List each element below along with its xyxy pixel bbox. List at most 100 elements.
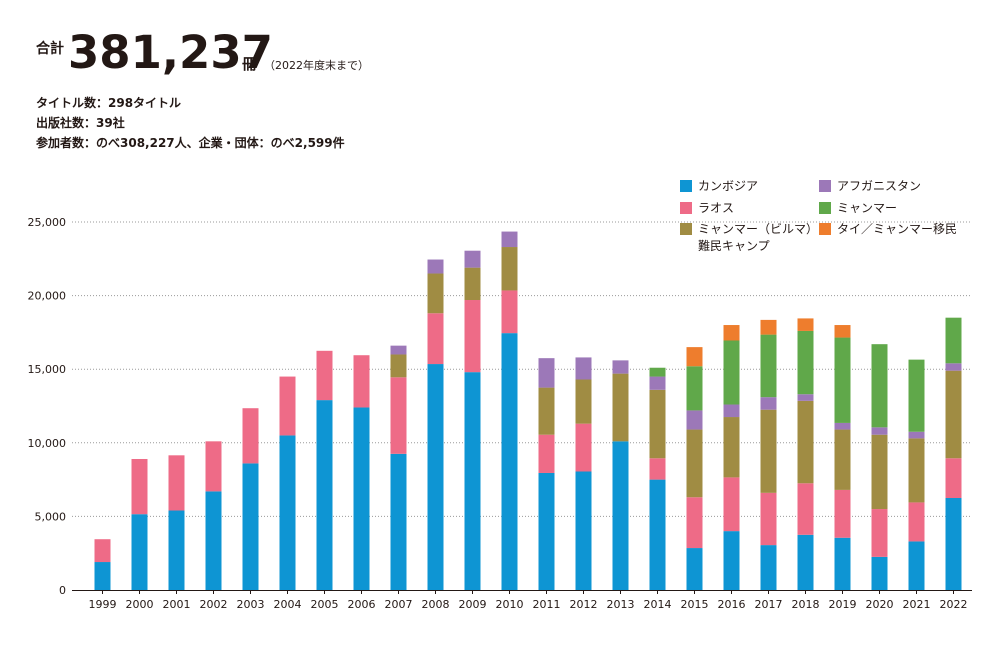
bar-segment-2019-s3	[834, 422, 851, 430]
bar-segment-2006-s1	[353, 355, 370, 408]
x-tick-label: 2006	[348, 598, 376, 611]
bar-segment-2001-s1	[168, 455, 185, 511]
bar-segment-2019-s4	[834, 337, 851, 423]
bar-segment-2018-s0	[797, 534, 814, 590]
x-tick-label: 2000	[126, 598, 154, 611]
y-tick-label: 0	[59, 584, 66, 597]
bar-segment-2022-s1	[945, 458, 962, 498]
y-tick-label: 5,000	[35, 510, 67, 523]
bar-segment-2011-s2	[538, 387, 555, 435]
bar-segment-2019-s2	[834, 429, 851, 490]
bar-segment-2016-s2	[723, 417, 740, 478]
bar-segment-2021-s4	[908, 359, 925, 432]
bar-segment-2021-s1	[908, 502, 925, 542]
x-tick-label: 2002	[200, 598, 228, 611]
x-tick-label: 2009	[459, 598, 487, 611]
legend: カンボジア ラオス ミャンマー（ビルマ） 難民キャンプ アフガニスタン ミャンマ…	[680, 178, 980, 258]
x-tick-label: 2008	[422, 598, 450, 611]
x-tick-label: 2017	[755, 598, 783, 611]
bar-segment-2007-s2	[390, 354, 407, 378]
bar-segment-2019-s0	[834, 537, 851, 590]
bar-segment-2018-s1	[797, 483, 814, 535]
bar-segment-2013-s0	[612, 441, 629, 590]
bar-segment-2008-s3	[427, 259, 444, 274]
stat-publishers: 出版社数：39社	[36, 116, 125, 130]
legend-swatch	[680, 180, 692, 192]
x-tick-label: 2018	[792, 598, 820, 611]
y-axis-ticks: 0 5,000 10,000 15,000 20,000 25,000	[28, 216, 67, 597]
summary-header: 合計 381,237 冊 （2022年度末まで） タイトル数：298タイトル 出…	[36, 26, 636, 158]
legend-label: タイ／ミャンマー移民	[837, 222, 958, 236]
bar-segment-2015-s4	[686, 366, 703, 411]
bar-segment-2015-s0	[686, 548, 703, 590]
bar-segment-2004-s1	[279, 376, 296, 436]
bar-segment-2011-s3	[538, 358, 555, 388]
legend-swatch	[680, 202, 692, 214]
x-tick-label: 2010	[496, 598, 524, 611]
bar-segment-2014-s1	[649, 458, 666, 480]
x-tick-label: 2004	[274, 598, 302, 611]
legend-label: カンボジア	[698, 179, 759, 193]
bar-segment-2022-s4	[945, 317, 962, 364]
bar-segment-2003-s0	[242, 463, 259, 590]
bar-segment-2020-s2	[871, 434, 888, 510]
x-tick-label: 2021	[903, 598, 931, 611]
bar-segment-2022-s3	[945, 363, 962, 371]
bar-segment-2016-s0	[723, 531, 740, 590]
bar-segment-2007-s3	[390, 345, 407, 355]
bar-segment-2009-s3	[464, 250, 481, 268]
legend-swatch	[819, 202, 831, 214]
bar-segment-2017-s1	[760, 492, 777, 546]
bar-segment-2015-s1	[686, 497, 703, 549]
bar-segment-2003-s1	[242, 408, 259, 464]
bar-segment-2010-s1	[501, 290, 518, 334]
bar-segment-2020-s3	[871, 427, 888, 435]
bar-segment-2018-s4	[797, 330, 814, 395]
total-unit: 冊	[242, 55, 258, 73]
bar-segment-2015-s2	[686, 429, 703, 498]
bar-segment-2010-s3	[501, 231, 518, 248]
bar-segment-2009-s2	[464, 267, 481, 301]
legend-swatch	[819, 223, 831, 235]
x-tick-label: 2001	[163, 598, 191, 611]
bar-segment-2016-s5	[723, 325, 740, 341]
bar-segment-2012-s0	[575, 471, 592, 590]
bar-segment-2017-s4	[760, 334, 777, 398]
bar-segment-2016-s4	[723, 340, 740, 405]
bar-segment-2000-s1	[131, 458, 148, 515]
bar-segment-2008-s1	[427, 313, 444, 365]
bar-segment-2007-s1	[390, 377, 407, 454]
bars	[94, 231, 962, 590]
x-tick-label: 2022	[940, 598, 968, 611]
bar-segment-2016-s3	[723, 404, 740, 418]
bar-segment-2013-s2	[612, 373, 629, 442]
y-tick-label: 25,000	[28, 216, 67, 229]
bar-segment-2018-s2	[797, 400, 814, 484]
bar-segment-2017-s0	[760, 545, 777, 590]
legend-label: ミャンマー	[837, 201, 898, 215]
x-tick-label: 2019	[829, 598, 857, 611]
bar-segment-1999-s0	[94, 562, 111, 590]
bar-segment-2018-s5	[797, 318, 814, 331]
bar-segment-2012-s3	[575, 357, 592, 380]
bar-segment-2011-s1	[538, 434, 555, 473]
bar-segment-2020-s0	[871, 556, 888, 590]
x-tick-label: 2013	[607, 598, 635, 611]
stat-participants: 参加者数：のべ308,227人、企業・団体：のべ2,599件	[36, 136, 345, 150]
bar-segment-2001-s0	[168, 510, 185, 590]
bar-segment-2019-s5	[834, 325, 851, 338]
bar-segment-2013-s3	[612, 360, 629, 374]
bar-segment-2007-s0	[390, 453, 407, 590]
bar-segment-2010-s0	[501, 333, 518, 590]
grid-lines	[72, 221, 972, 517]
x-axis-ticks: 1999 2000 2001 2002 2003 2004 2005 2006 2007 2008…	[89, 590, 968, 611]
bar-segment-2005-s1	[316, 350, 333, 401]
x-tick-label: 2005	[311, 598, 339, 611]
bar-segment-2017-s5	[760, 319, 777, 335]
bar-segment-2008-s0	[427, 364, 444, 590]
y-tick-label: 15,000	[28, 363, 67, 376]
bar-segment-2014-s0	[649, 479, 666, 590]
bar-segment-2021-s0	[908, 541, 925, 590]
total-value: 381,237	[68, 26, 273, 79]
